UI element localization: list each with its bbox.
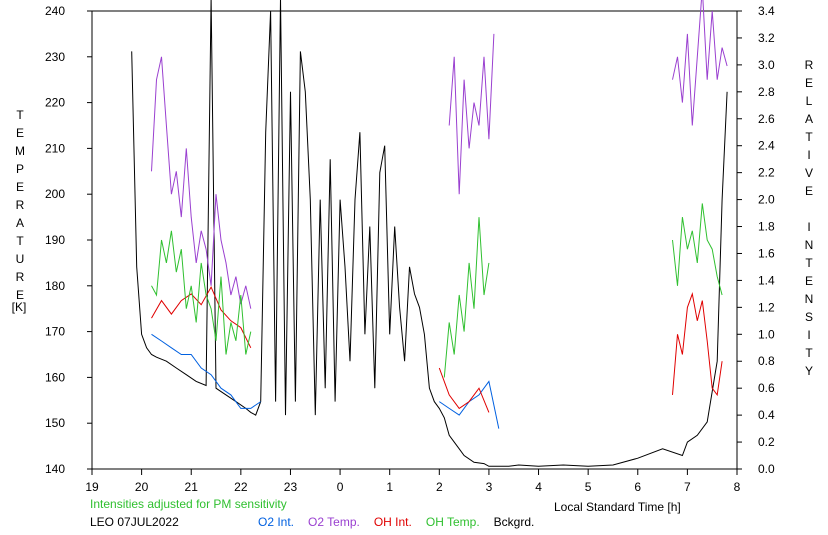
left-y-tick-label: 220 bbox=[45, 96, 65, 110]
right-y-tick-label: 3.0 bbox=[758, 58, 775, 72]
legend-item: O2 Int. bbox=[258, 515, 295, 529]
x-tick-label: 22 bbox=[234, 480, 248, 494]
x-tick-label: 23 bbox=[284, 480, 298, 494]
left-y-tick-label: 180 bbox=[45, 279, 65, 293]
x-tick-label: 1 bbox=[386, 480, 393, 494]
right-y-axis-label: R E L A T I V E I N T E N S I T Y bbox=[804, 58, 814, 378]
x-tick-label: 7 bbox=[684, 480, 691, 494]
observation-date: 07JUL2022 bbox=[117, 515, 179, 529]
left-y-axis: 140 150 160 170 180 190 200 210 220 230 240 bbox=[45, 4, 92, 476]
right-y-tick-label: 2.2 bbox=[758, 166, 775, 180]
o2-int-series-line bbox=[439, 380, 500, 429]
legend-item: OH Temp. bbox=[425, 515, 480, 529]
oh-temp-series-line bbox=[151, 230, 252, 355]
o2-temp-series-line bbox=[448, 33, 495, 195]
right-y-tick-label: 0.6 bbox=[758, 381, 775, 395]
right-y-axis: 0.0 0.2 0.4 0.6 0.8 1.0 1.2 1.4 1.6 1.8 2.0 2.2 2.4 2… bbox=[737, 4, 775, 476]
o2-temp-series-line bbox=[672, 0, 728, 126]
left-y-tick-label: 160 bbox=[45, 370, 65, 384]
right-y-tick-label: 0.2 bbox=[758, 435, 775, 449]
x-axis: 19 20 21 22 23 0 1 2 3 4 5 6 7 8 bbox=[85, 469, 741, 494]
x-tick-label: 5 bbox=[585, 480, 592, 494]
oh-int-series-line bbox=[438, 367, 490, 413]
left-y-tick-label: 150 bbox=[45, 416, 65, 430]
right-y-tick-label: 0.8 bbox=[758, 354, 775, 368]
left-y-axis-label: T E M P E R A T U R E bbox=[15, 108, 25, 302]
legend-item: OH Int. bbox=[373, 515, 412, 529]
x-tick-label: 0 bbox=[337, 480, 344, 494]
right-y-tick-label: 2.4 bbox=[758, 139, 775, 153]
left-y-tick-label: 210 bbox=[45, 141, 65, 155]
left-y-tick-label: 170 bbox=[45, 325, 65, 339]
o2-int-series-line bbox=[151, 333, 261, 409]
right-y-tick-label: 0.0 bbox=[758, 462, 775, 476]
plot-area bbox=[91, 10, 738, 470]
x-tick-label: 3 bbox=[486, 480, 493, 494]
x-tick-label: 6 bbox=[634, 480, 641, 494]
x-axis-title: Local Standard Time [h] bbox=[554, 500, 681, 514]
left-y-tick-label: 140 bbox=[45, 462, 65, 476]
left-y-axis-unit: [K] bbox=[11, 300, 27, 314]
series-layer bbox=[131, 0, 728, 467]
left-y-tick-label: 200 bbox=[45, 187, 65, 201]
right-y-tick-label: 2.8 bbox=[758, 85, 775, 99]
legend: O2 Int. O2 Temp. OH Int. OH Temp. Bckgrd. bbox=[258, 515, 548, 529]
right-y-tick-label: 1.0 bbox=[758, 327, 775, 341]
legend-item: Bckgrd. bbox=[493, 515, 535, 529]
x-tick-label: 2 bbox=[436, 480, 443, 494]
oh-temp-series-line bbox=[672, 203, 723, 296]
right-y-tick-label: 2.6 bbox=[758, 112, 775, 126]
right-y-tick-label: 1.6 bbox=[758, 246, 775, 260]
oh-int-series-line bbox=[151, 285, 252, 349]
right-y-tick-label: 1.8 bbox=[758, 220, 775, 234]
left-y-tick-label: 190 bbox=[45, 233, 65, 247]
bckgrd-series-line bbox=[131, 0, 728, 467]
x-tick-label: 19 bbox=[85, 480, 99, 494]
pm-sensitivity-note: Intensities adjusted for PM sensitivity bbox=[90, 497, 287, 511]
x-tick-label: 4 bbox=[535, 480, 542, 494]
left-y-tick-label: 240 bbox=[45, 4, 65, 18]
oh-int-series-line bbox=[672, 292, 723, 397]
right-y-tick-label: 3.2 bbox=[758, 31, 775, 45]
x-tick-label: 20 bbox=[135, 480, 149, 494]
legend-item: O2 Temp. bbox=[308, 515, 360, 529]
right-y-tick-label: 2.0 bbox=[758, 193, 775, 207]
station-name: LEO bbox=[90, 515, 115, 529]
right-y-tick-label: 1.2 bbox=[758, 300, 775, 314]
right-y-tick-label: 0.4 bbox=[758, 408, 775, 422]
oh-temp-series-line bbox=[443, 217, 490, 378]
right-y-tick-label: 3.4 bbox=[758, 4, 775, 18]
station-date: LEO 07JUL2022 bbox=[90, 515, 179, 529]
x-tick-label: 8 bbox=[734, 480, 741, 494]
x-tick-label: 21 bbox=[185, 480, 199, 494]
left-y-tick-label: 230 bbox=[45, 50, 65, 64]
o2-temp-series-line bbox=[151, 56, 252, 309]
right-y-tick-label: 1.4 bbox=[758, 273, 775, 287]
